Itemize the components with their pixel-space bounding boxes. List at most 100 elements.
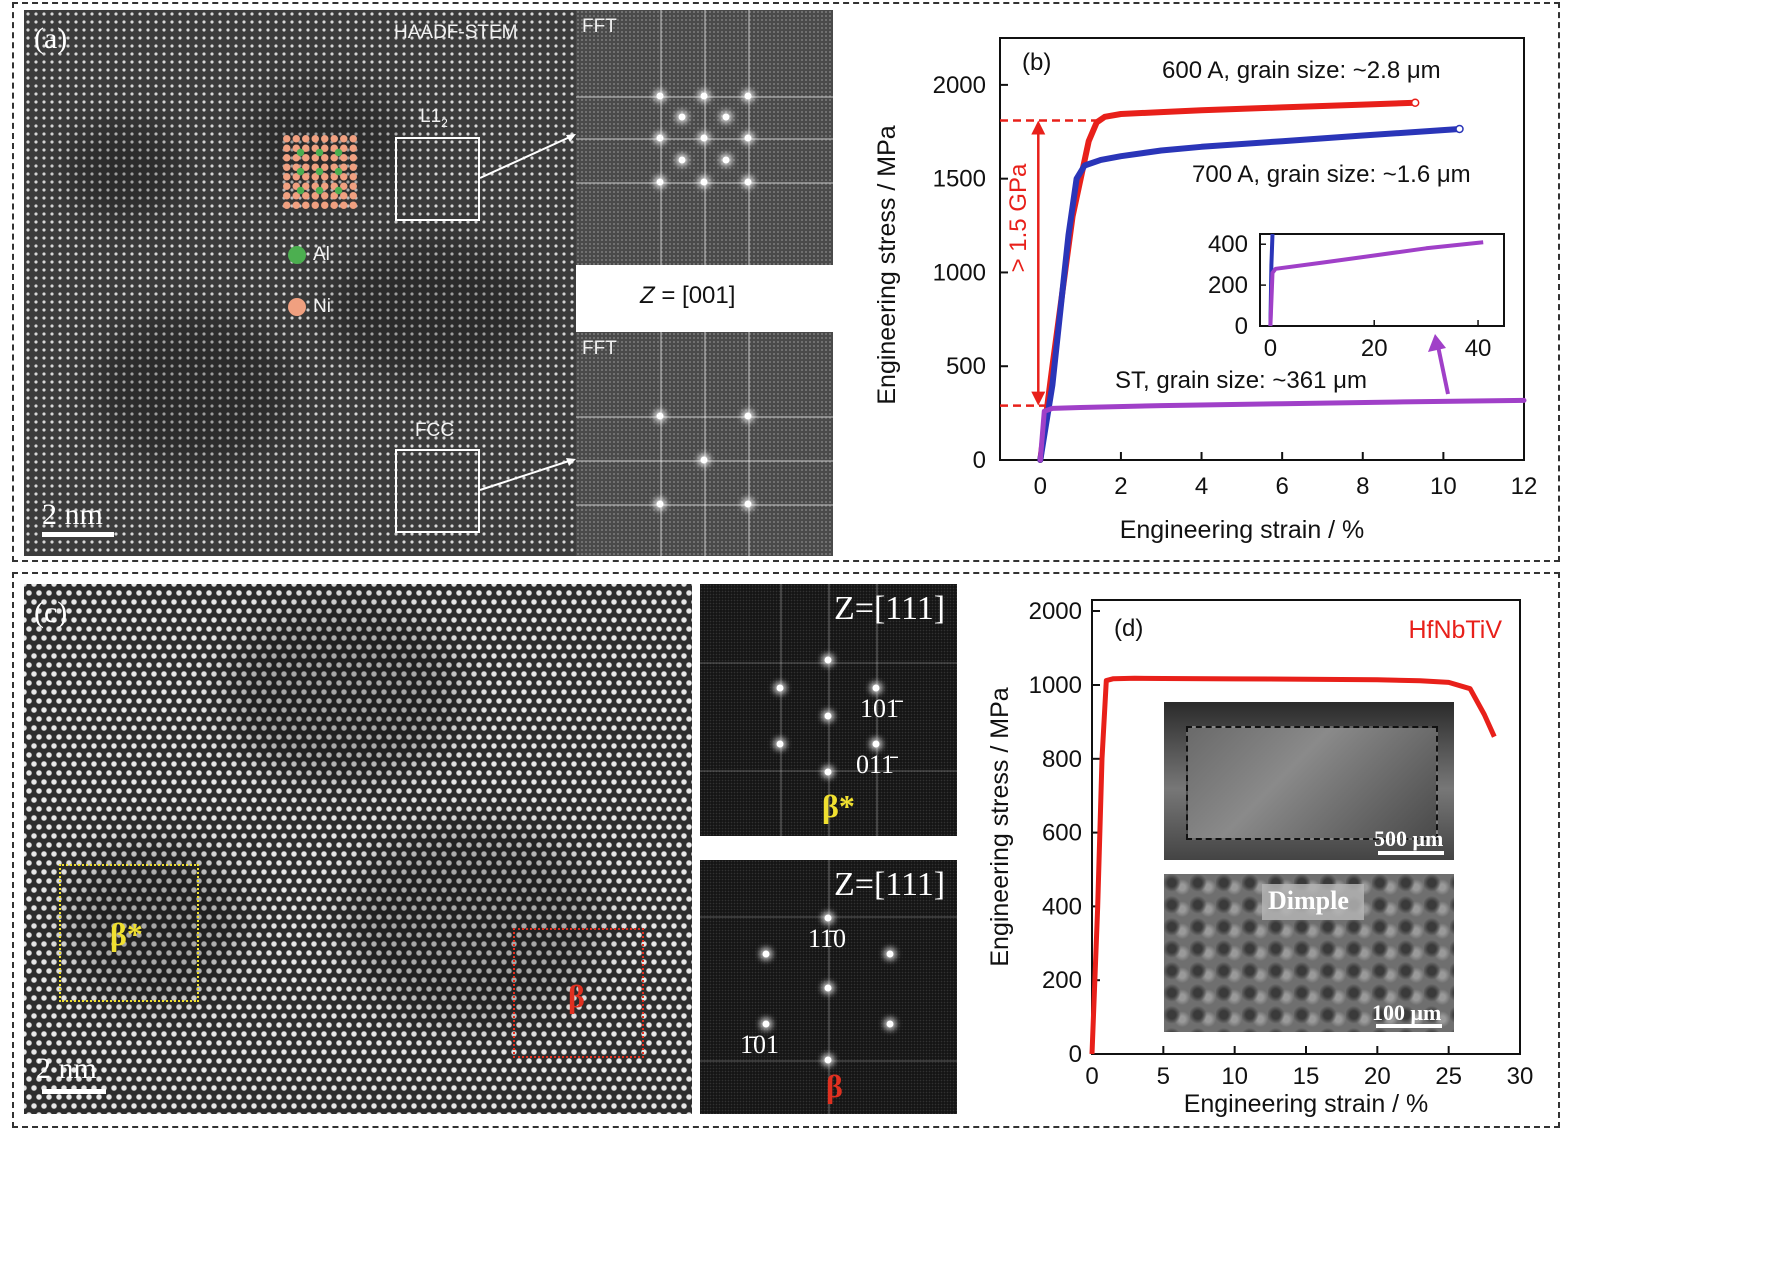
- beta-star-region-box: [59, 864, 199, 1002]
- inset-x-tick-label: 0: [1264, 335, 1277, 362]
- sem1-scale-bar: [1378, 851, 1444, 855]
- x-tick-label: 25: [1435, 1063, 1462, 1090]
- y-tick-label: 200: [1042, 967, 1082, 994]
- panel-a-scale-bar: [42, 532, 114, 537]
- inset-pointer-arrow-head: [1428, 334, 1446, 352]
- panel-d-chart: 0 5 10 15 20 25 30 0 200 400 600 800 1000 2000 Enginee…: [986, 598, 1534, 1118]
- y-tick-label: 800: [1042, 746, 1082, 773]
- fft2-phase-label: β: [826, 1068, 843, 1104]
- x-tick-label: 2: [1114, 473, 1127, 500]
- frame-bottom: [12, 572, 1560, 1128]
- fft-beta-star-image: [700, 584, 957, 836]
- panel-c-scale-label: 2 nm: [36, 1052, 97, 1085]
- fft2-index-1: 11̄0: [808, 924, 847, 953]
- dimple-label: Dimple: [1268, 886, 1349, 915]
- ni-atom-icon: [288, 298, 306, 316]
- y-tick-label: 400: [1042, 893, 1082, 920]
- range-arrow-head-down: [1031, 391, 1046, 406]
- inset-x-tick-label: 20: [1361, 335, 1388, 362]
- alloy-label: HfNbTiV: [1408, 616, 1502, 644]
- curve-hfnbtiv: [1089, 675, 1497, 1055]
- panel-a-scale-label: 2 nm: [42, 498, 103, 531]
- fft-fcc-image: [576, 332, 833, 556]
- x-tick-label: 5: [1157, 1063, 1170, 1090]
- fcc-region-box: [395, 449, 480, 533]
- x-axis-title: Engineering strain / %: [1184, 1090, 1429, 1118]
- fcc-region-label: FCC: [415, 420, 455, 441]
- x-tick-label: 0: [1034, 473, 1047, 500]
- panel-c-label: (c): [34, 596, 68, 629]
- fft-beta-image: [700, 860, 957, 1114]
- inset-x-tick-label: 40: [1465, 335, 1492, 362]
- label-600a: 600 A, grain size: ~2.8 μm: [1162, 57, 1441, 84]
- label-st: ST, grain size: ~361 μm: [1115, 367, 1367, 394]
- fft2-zone-label: Z=[111]: [834, 866, 946, 903]
- plot-frame: [999, 37, 1525, 461]
- fft-top-label: FFT: [582, 16, 617, 37]
- inset-pointer-arrow: [1436, 345, 1450, 395]
- fft1-zone-label: Z=[111]: [834, 590, 946, 627]
- panel-c-hrtem-image: [24, 584, 692, 1114]
- fft1-index-2: 011̄: [856, 750, 895, 779]
- fft-l12-image: [576, 10, 833, 265]
- x-tick-label: 30: [1507, 1063, 1534, 1090]
- panel-a-title: HAADF-STEM: [394, 22, 518, 43]
- sem1-scale-label: 500 μm: [1374, 826, 1444, 851]
- legend-al-label: Al: [313, 244, 330, 265]
- y-axis-title: Engineering stress / MPa: [986, 687, 1014, 966]
- panel-d-label: (d): [1114, 615, 1143, 642]
- panel-a-haadf-image: [24, 10, 576, 556]
- x-tick-label: 10: [1430, 473, 1457, 500]
- beta-region-box: [513, 928, 644, 1058]
- annotation-1-5-gpa: > 1.5 GPa: [1005, 163, 1032, 272]
- y-tick-label: 500: [946, 353, 986, 380]
- sem2-scale-label: 100 μm: [1372, 1000, 1442, 1025]
- l12-region-box: [395, 137, 480, 221]
- label-700a: 700 A, grain size: ~1.6 μm: [1192, 161, 1471, 188]
- panel-c-scale-bar: [42, 1089, 106, 1094]
- frame-top: [12, 2, 1560, 562]
- sem2-scale-bar: [1376, 1024, 1442, 1028]
- beta-star-region-label: β*: [110, 916, 143, 952]
- x-tick-label: 10: [1221, 1063, 1248, 1090]
- range-arrow-head-up: [1031, 120, 1046, 135]
- inset-y-tick-label: 400: [1208, 231, 1248, 258]
- fft1-phase-label: β*: [822, 788, 855, 824]
- y-tick-label: 0: [1069, 1041, 1082, 1068]
- x-tick-label: 6: [1275, 473, 1288, 500]
- x-tick-label: 8: [1356, 473, 1369, 500]
- inset-y-tick-label: 200: [1208, 272, 1248, 299]
- x-tick-label: 12: [1511, 473, 1538, 500]
- zone-axis-label: Z = [001]: [640, 282, 736, 309]
- y-tick-label: 1000: [1029, 672, 1082, 699]
- sem-fracture-surface-image: [1164, 702, 1454, 860]
- dimple-label-box: [1262, 884, 1364, 920]
- y-axis-title: Engineering stress / MPa: [873, 125, 901, 404]
- inset-frame: [1259, 233, 1505, 327]
- x-tick-label: 15: [1293, 1063, 1320, 1090]
- y-tick-label: 1500: [933, 166, 986, 193]
- panel-b-label: (b): [1022, 49, 1051, 76]
- curve-600a-end-marker: [1410, 98, 1420, 107]
- y-tick-label: 600: [1042, 820, 1082, 847]
- x-tick-label: 0: [1085, 1063, 1098, 1090]
- l12-region-label: L12: [420, 106, 448, 130]
- fft1-index-1: 101̄: [860, 694, 899, 723]
- x-axis-title: Engineering strain / %: [1120, 516, 1365, 544]
- x-tick-label: 4: [1195, 473, 1208, 500]
- y-tick-label: 1000: [933, 259, 986, 286]
- al-atom-icon: [288, 246, 306, 264]
- panel-a-connectors: [479, 134, 576, 491]
- inset-curve-st: [1268, 240, 1484, 327]
- y-tick-label: 2000: [933, 72, 986, 99]
- x-tick-label: 20: [1364, 1063, 1391, 1090]
- legend-ni-label: Ni: [313, 296, 331, 317]
- y-tick-label: 2000: [1029, 598, 1082, 625]
- fft-bottom-label: FFT: [582, 338, 617, 359]
- fft2-index-2: 1̄01: [740, 1030, 779, 1059]
- curve-700a: [1037, 126, 1463, 463]
- curve-st: [1037, 397, 1527, 463]
- inset-y-tick-label: 0: [1235, 313, 1248, 340]
- beta-region-label: β: [568, 978, 585, 1014]
